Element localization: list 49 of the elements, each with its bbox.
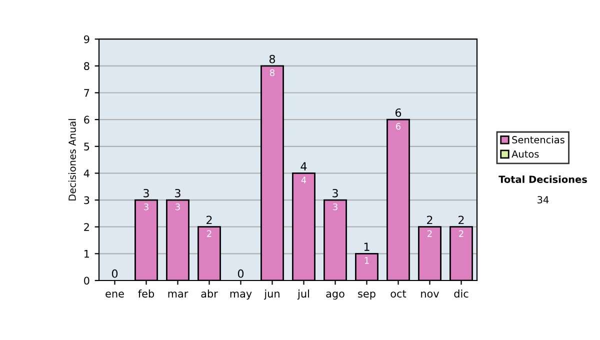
total-label: 4 — [300, 162, 307, 170]
data-label: 2 — [207, 230, 212, 237]
data-label: 6 — [396, 122, 401, 130]
total-label: 6 — [395, 108, 402, 117]
data-label: 3 — [333, 203, 338, 210]
x-tick-label: feb — [138, 290, 154, 298]
x-tick-label: mar — [168, 292, 188, 298]
y-tick-label: 2 — [84, 223, 89, 231]
total-label: 0 — [112, 269, 118, 278]
x-tick-label: nov — [421, 292, 440, 298]
x-tick-label: oct — [390, 290, 406, 298]
y-axis-title: Decisiones Anual — [68, 119, 76, 200]
y-tick-label: 6 — [84, 116, 90, 124]
total-label: 3 — [175, 188, 180, 198]
text: 34 — [538, 196, 549, 204]
data-label: 3 — [144, 203, 148, 210]
total-label: 2 — [427, 216, 432, 224]
x-tick-label: jun — [264, 290, 280, 300]
y-tick-label: 9 — [84, 35, 90, 44]
x-tick-label: ago — [326, 292, 344, 300]
total-label: 1 — [364, 242, 370, 251]
x-tick-label: ene — [106, 292, 124, 298]
y-tick-label: 3 — [84, 196, 90, 204]
text: Total Decisiones — [498, 175, 587, 184]
x-tick-label: jul — [297, 290, 309, 300]
data-label: 8 — [270, 69, 275, 76]
total-label: 0 — [238, 269, 244, 278]
x-tick-label: sep — [358, 292, 376, 300]
total-label: 3 — [144, 188, 149, 198]
data-label: 3 — [176, 203, 180, 210]
y-tick-label: 8 — [84, 62, 90, 70]
x-tick-label: may — [230, 292, 252, 300]
y-tick-label: 1 — [84, 250, 90, 258]
y-tick-label: 0 — [84, 276, 90, 285]
total-label: 8 — [269, 54, 276, 64]
data-label: 2 — [459, 230, 464, 237]
data-label: 4 — [301, 176, 306, 184]
x-tick-label: abr — [201, 290, 218, 298]
legend-label: Sentencias — [512, 136, 564, 144]
total-label: 2 — [458, 216, 464, 224]
x-tick-label: dic — [454, 290, 468, 298]
total-label: 3 — [332, 188, 338, 198]
y-tick-label: 7 — [84, 89, 90, 97]
y-tick-label: 4 — [84, 170, 90, 178]
total-label: 2 — [206, 216, 212, 224]
y-tick-label: 5 — [84, 142, 90, 150]
data-label: 1 — [364, 257, 369, 264]
data-label: 2 — [428, 230, 432, 237]
legend-label: Autos — [512, 150, 539, 158]
